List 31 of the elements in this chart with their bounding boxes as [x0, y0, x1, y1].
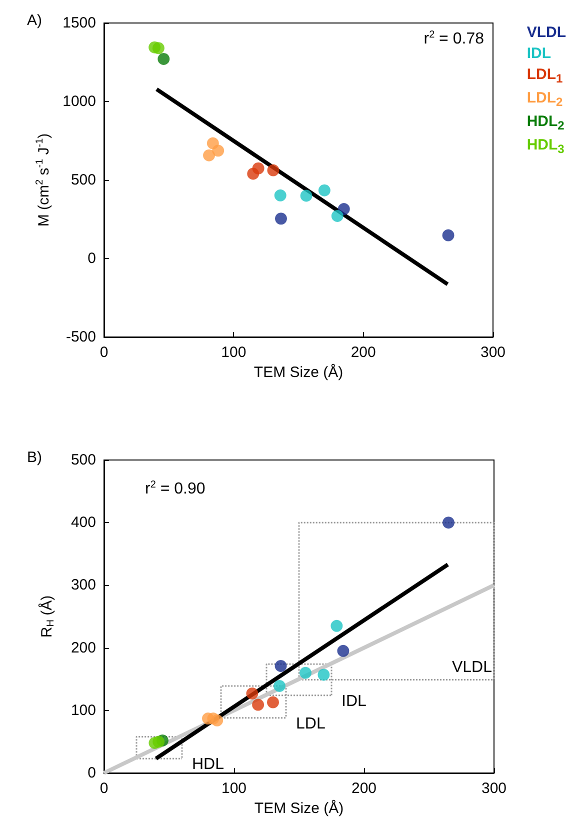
annotation: HDL: [192, 756, 224, 774]
y-axis-title: RH (Å): [38, 595, 56, 638]
x-tick-label: 300: [480, 344, 506, 361]
x-axis-title: TEM Size (Å): [254, 799, 344, 817]
y-tick-label: 500: [70, 172, 96, 188]
x-tick-label: 300: [481, 780, 507, 797]
chart-title: B): [27, 449, 42, 466]
annotation: VLDL: [452, 659, 492, 676]
y-tick-label: -500: [66, 328, 96, 346]
y-axis-title: M (cm2 s-1 J-1): [34, 133, 53, 227]
x-axis-title: TEM Size (Å): [254, 363, 344, 381]
y-tick-label: 1000: [62, 93, 96, 110]
chart-title: A): [27, 12, 42, 29]
x-tick-label: 200: [351, 780, 377, 797]
x-tick-label: 200: [350, 344, 376, 361]
y-tick-label: 0: [88, 764, 96, 782]
x-tick-label: 0: [100, 780, 108, 797]
annotation: IDL: [342, 692, 366, 710]
y-tick-label: 100: [70, 702, 96, 719]
y-tick-label: 0: [88, 250, 96, 267]
x-tick-label: 100: [221, 780, 247, 797]
y-tick-label: 300: [70, 576, 96, 594]
text: IDL: [526, 45, 552, 62]
annotation: LDL: [296, 715, 326, 732]
text: VLDL: [526, 24, 566, 41]
y-tick-label: 200: [70, 639, 96, 656]
x-tick-label: 0: [100, 344, 108, 361]
y-tick-label: 1500: [62, 14, 96, 32]
x-tick-label: 100: [221, 344, 246, 361]
y-tick-label: 400: [70, 514, 96, 532]
y-tick-label: 500: [70, 452, 96, 468]
